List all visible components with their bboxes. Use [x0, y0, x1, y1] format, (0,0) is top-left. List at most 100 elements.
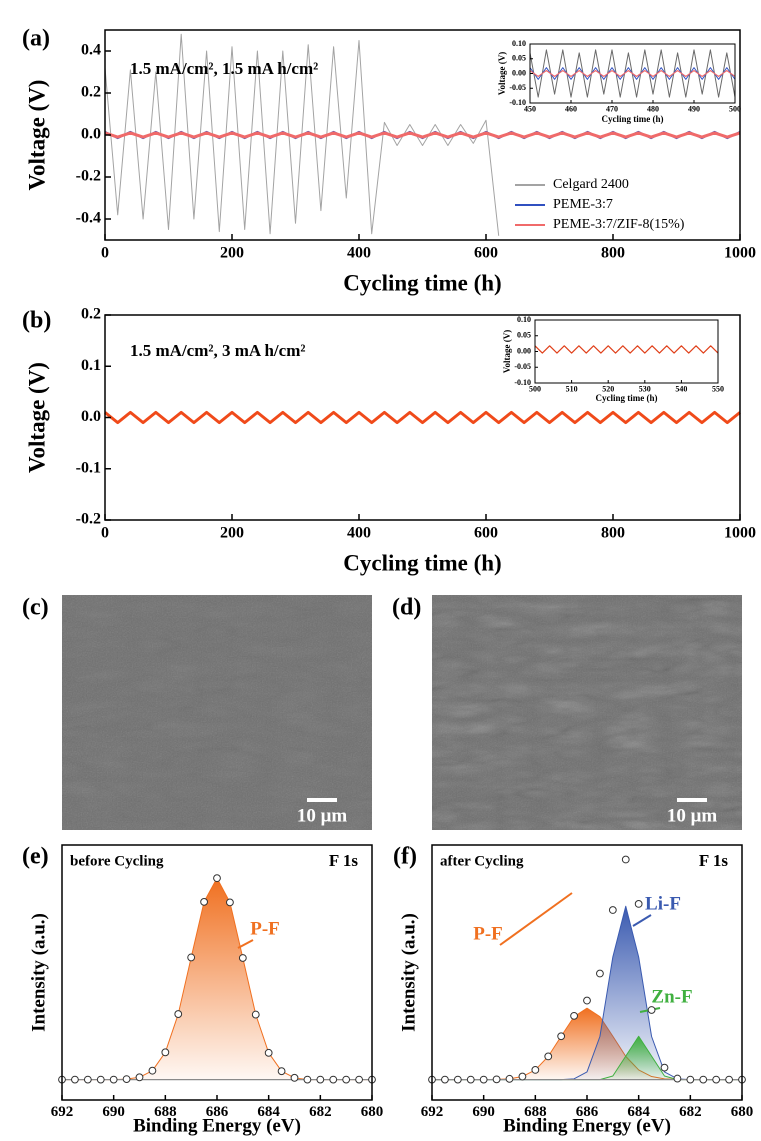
x-tick-label: 490 — [688, 105, 700, 114]
data-point — [316, 1075, 325, 1084]
peak-area — [432, 1008, 742, 1080]
data-point — [303, 1075, 312, 1084]
peak-area — [62, 878, 372, 1080]
y-tick-label: 0.00 — [512, 68, 526, 77]
x-tick-label: 600 — [474, 524, 498, 541]
series-line — [104, 410, 741, 425]
x-tick-label: 688 — [154, 1104, 177, 1120]
y-tick-label: -0.05 — [514, 362, 531, 371]
panel-label: (f) — [393, 844, 417, 870]
data-point — [251, 1010, 260, 1019]
data-point — [441, 1075, 449, 1084]
x-tick-label: 520 — [602, 385, 614, 394]
peak-label: Zn-F — [651, 986, 692, 1007]
annotation: 1.5 mA/cm², 3 mA h/cm² — [130, 341, 305, 360]
x-tick-label: 682 — [309, 1104, 332, 1120]
x-axis-label: Cycling time (h) — [343, 550, 501, 575]
x-tick-label: 0 — [101, 244, 109, 261]
data-point — [71, 1075, 79, 1084]
x-tick-label: 1000 — [724, 524, 756, 541]
data-point — [96, 1075, 105, 1084]
x-tick-label: 470 — [606, 105, 618, 114]
x-tick-label: 0 — [101, 524, 109, 541]
x-tick-label: 680 — [731, 1104, 754, 1120]
peak-arrow — [237, 939, 254, 949]
data-point — [557, 1032, 566, 1041]
data-point — [686, 1075, 695, 1084]
x-tick-label: 550 — [712, 385, 724, 394]
x-tick-label: 1000 — [724, 244, 756, 261]
x-tick-label: 686 — [206, 1104, 229, 1120]
y-tick-label: -0.10 — [509, 98, 526, 107]
data-point — [453, 1075, 462, 1084]
data-point — [518, 1072, 527, 1081]
x-tick-label: 530 — [639, 385, 651, 394]
x-tick-label: 684 — [257, 1104, 280, 1120]
y-tick-label: 0.2 — [81, 84, 101, 101]
data-point — [329, 1075, 338, 1084]
x-tick-label: 690 — [102, 1104, 125, 1120]
y-axis-label: Intensity (a.u.) — [398, 913, 419, 1032]
data-point — [492, 1075, 501, 1084]
y-tick-label: 0.4 — [81, 42, 101, 59]
y-tick-label: 0.05 — [517, 331, 531, 340]
y-tick-label: -0.2 — [76, 168, 101, 185]
x-axis-label: Cycling time (h) — [596, 393, 658, 403]
data-point — [505, 1074, 514, 1083]
x-tick-label: 688 — [524, 1104, 547, 1120]
data-point — [109, 1075, 118, 1084]
data-point — [213, 874, 221, 883]
legend-label: Celgard 2400 — [553, 177, 629, 192]
panel-label: (d) — [392, 595, 421, 621]
legend-label: PEME-3:7/ZIF-8(15%) — [553, 217, 685, 232]
x-tick-label: 510 — [566, 385, 578, 394]
x-tick-label: 400 — [347, 524, 371, 541]
data-point — [290, 1073, 299, 1082]
series-line — [529, 49, 736, 98]
y-tick-label: 0.0 — [81, 126, 101, 143]
data-point — [122, 1075, 131, 1083]
peak-label: P-F — [250, 918, 280, 939]
data-point — [596, 969, 604, 978]
sem-texture — [432, 595, 742, 830]
x-tick-label: 200 — [220, 244, 244, 261]
panel-label: (a) — [22, 26, 50, 52]
scale-label: 10 μm — [667, 805, 718, 826]
legend-label: PEME-3:7 — [553, 197, 613, 212]
x-tick-label: 460 — [565, 105, 577, 114]
panel-label: (c) — [22, 595, 49, 621]
data-point — [135, 1073, 144, 1082]
data-point — [531, 1066, 540, 1074]
peak-arrow — [632, 914, 652, 927]
scale-label: 10 μm — [297, 805, 348, 826]
y-tick-label: 0.05 — [512, 54, 526, 63]
y-tick-label: -0.4 — [76, 210, 101, 227]
x-axis-label: Binding Energy (eV) — [133, 1115, 301, 1136]
annotation: after Cycling — [440, 853, 524, 869]
x-tick-label: 500 — [529, 385, 541, 394]
data-point — [544, 1052, 553, 1061]
x-tick-label: 690 — [472, 1104, 495, 1120]
x-axis-label: Cycling time (h) — [343, 270, 501, 295]
data-point — [355, 1075, 363, 1084]
annotation: before Cycling — [70, 853, 164, 869]
x-tick-label: 480 — [647, 105, 659, 114]
series-line — [534, 345, 719, 354]
data-point — [238, 954, 247, 962]
x-axis-label: Binding Energy (eV) — [503, 1115, 671, 1136]
data-point — [83, 1075, 92, 1084]
y-axis-label: Voltage (V) — [502, 330, 512, 373]
data-point — [200, 897, 208, 906]
x-tick-label: 682 — [679, 1104, 702, 1120]
panel-label: (b) — [22, 308, 51, 334]
y-tick-label: 0.10 — [517, 315, 531, 324]
y-tick-label: -0.1 — [76, 459, 101, 476]
y-axis-label: Voltage (V) — [24, 362, 49, 473]
x-tick-label: 200 — [220, 524, 244, 541]
annotation: 1.5 mA/cm², 1.5 mA h/cm² — [130, 59, 318, 78]
x-tick-label: 540 — [675, 385, 687, 394]
x-axis-label: Cycling time (h) — [602, 114, 664, 124]
x-tick-label: 686 — [576, 1104, 599, 1120]
x-tick-label: 684 — [627, 1104, 650, 1120]
data-point — [570, 1011, 578, 1020]
